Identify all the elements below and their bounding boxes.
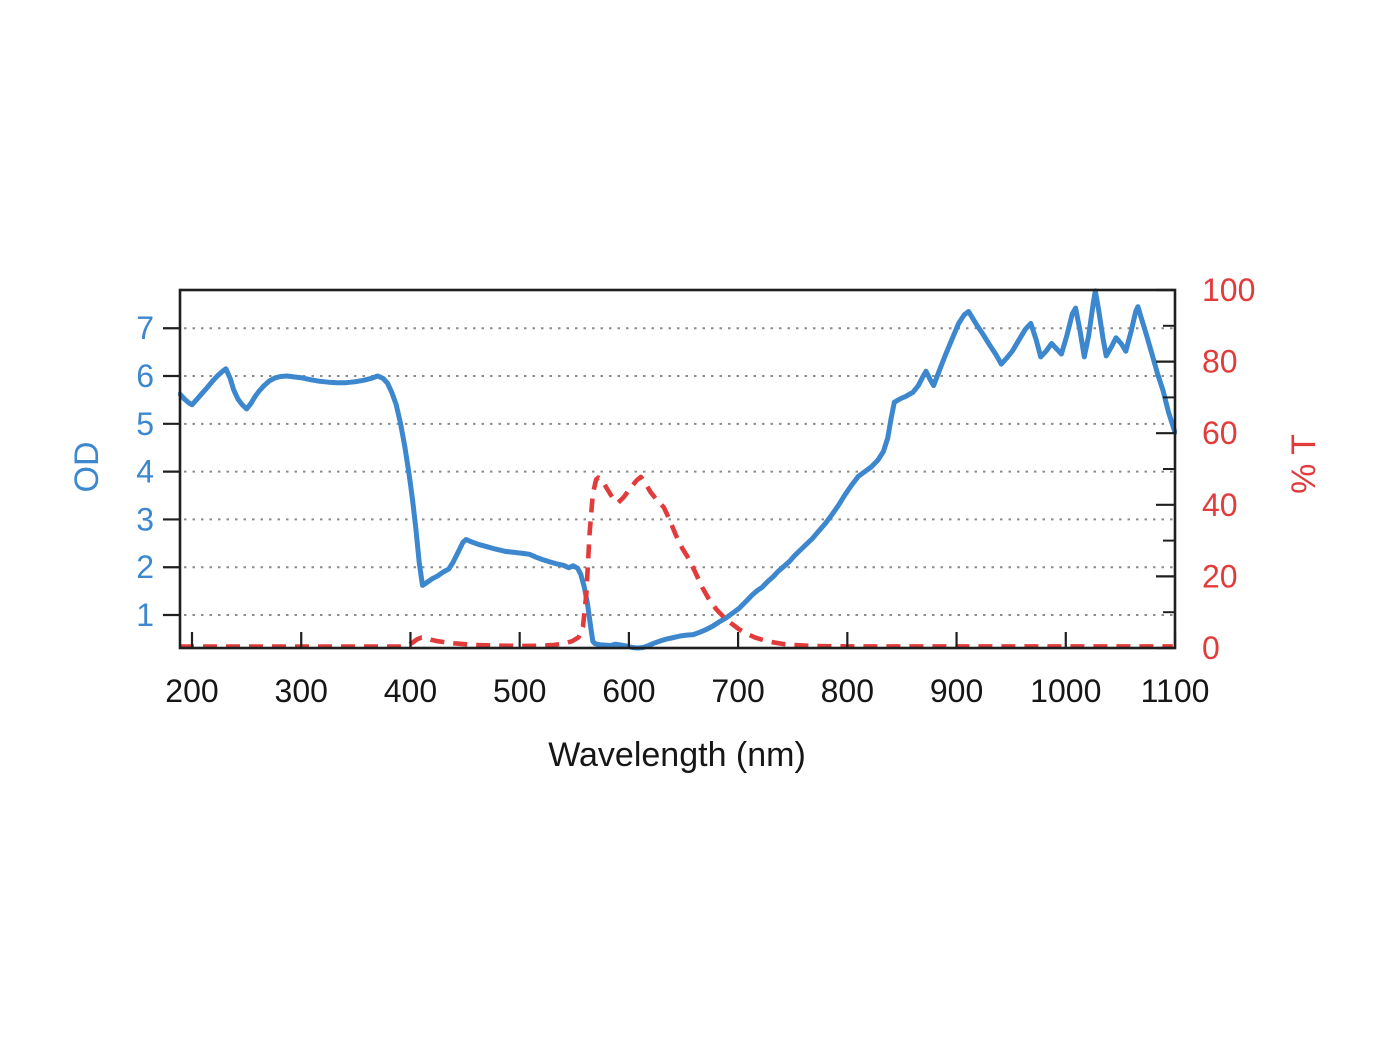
right-tick-label-40: 40 xyxy=(1202,487,1238,523)
x-axis-title: Wavelength (nm) xyxy=(548,735,806,774)
right-tick-label-0: 0 xyxy=(1202,630,1220,666)
x-tick-label-1100: 1100 xyxy=(1141,673,1210,709)
x-tick-label-900: 900 xyxy=(930,673,983,709)
right-tick-label-80: 80 xyxy=(1202,344,1238,380)
right-tick-label-60: 60 xyxy=(1202,415,1238,451)
left-tick-label-1: 1 xyxy=(136,597,154,633)
left-tick-label-4: 4 xyxy=(136,454,154,490)
left-tick-label-5: 5 xyxy=(136,406,154,442)
plot-frame xyxy=(178,288,1177,650)
pct-t-series-line xyxy=(180,474,1173,649)
left-tick-label-6: 6 xyxy=(136,358,154,394)
left-tick-label-2: 2 xyxy=(136,549,154,585)
x-tick-label-1000: 1000 xyxy=(1030,673,1101,709)
x-tick-label-500: 500 xyxy=(493,673,546,709)
x-tick-label-200: 200 xyxy=(165,673,218,709)
x-tick-label-300: 300 xyxy=(275,673,328,709)
x-tick-label-400: 400 xyxy=(384,673,437,709)
x-tick-label-600: 600 xyxy=(602,673,655,709)
right-axis-title: % T xyxy=(1284,434,1323,494)
right-tick-label-20: 20 xyxy=(1202,558,1238,594)
x-tick-label-700: 700 xyxy=(711,673,764,709)
left-tick-label-7: 7 xyxy=(136,310,154,346)
left-axis-title: OD xyxy=(67,441,106,493)
x-tick-label-800: 800 xyxy=(821,673,874,709)
od-series-line xyxy=(178,288,1177,651)
right-tick-label-100: 100 xyxy=(1202,272,1255,308)
left-tick-label-3: 3 xyxy=(136,501,154,537)
